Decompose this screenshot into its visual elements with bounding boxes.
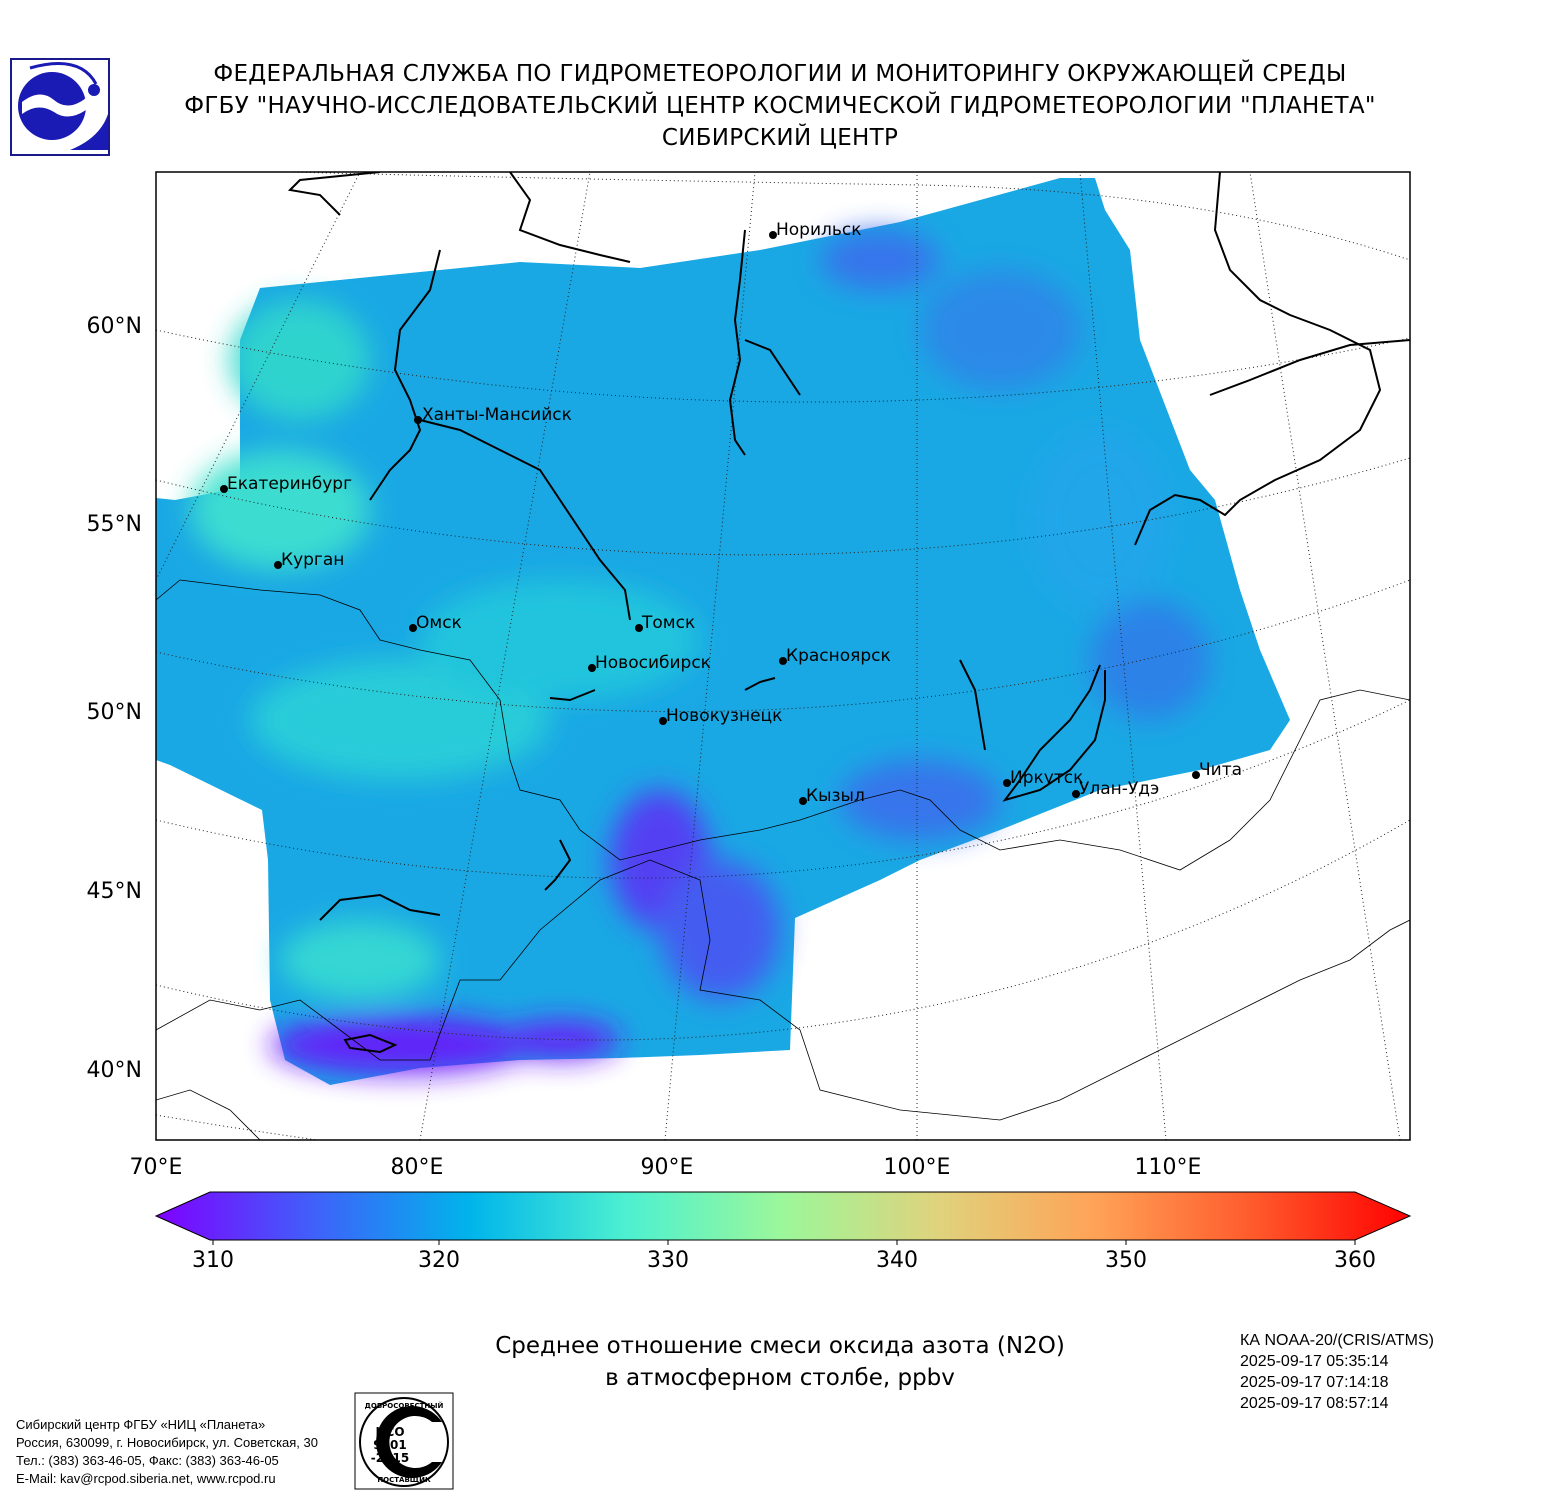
contact-line: E-Mail: kav@rcpod.siberia.net, www.rcpod…	[16, 1471, 276, 1486]
lon-label-100: 100°E	[884, 1155, 951, 1180]
colorbar-ticks: 310 320 330 340 350 360	[192, 1240, 1376, 1273]
iso-text-3: -2015	[371, 1451, 409, 1465]
city-label: Чита	[1199, 760, 1242, 780]
header-line-2: ФГБУ "НАУЧНО-ИССЛЕДОВАТЕЛЬСКИЙ ЦЕНТР КОС…	[184, 93, 1376, 119]
colorbar: 310 320 330 340 350 360	[154, 1191, 1412, 1273]
lat-label-55: 55°N	[87, 512, 142, 537]
city-novosibirsk: Новосибирск	[588, 653, 711, 673]
rivers	[287, 172, 1410, 1054]
field-variations	[190, 230, 1210, 1075]
city-omsk: Омск	[409, 613, 462, 633]
colorbar-tick-label: 310	[192, 1248, 234, 1273]
city-norilsk: Норильск	[769, 220, 862, 240]
satellite-time: 2025-09-17 08:57:14	[1240, 1395, 1389, 1412]
lon-label-90: 90°E	[641, 1155, 694, 1180]
colorbar-body	[154, 1191, 1412, 1241]
city-label: Новокузнецк	[666, 706, 782, 726]
contact-line: Тел.: (383) 363-46-05, Факс: (383) 363-4…	[16, 1453, 279, 1468]
map-frame	[155, 171, 1411, 1141]
city-label: Иркутск	[1010, 768, 1083, 788]
city-irkutsk: Иркутск	[1003, 768, 1083, 788]
satellite-time: 2025-09-17 07:14:18	[1240, 1374, 1389, 1391]
contact-line: Сибирский центр ФГБУ «НИЦ «Планета»	[16, 1417, 266, 1432]
lat-label-40: 40°N	[87, 1058, 142, 1083]
city-label: Красноярск	[786, 646, 891, 666]
city-kyzyl: Кызыл	[799, 786, 865, 806]
iso-badge: ДОБРОСОВЕСТНЫЙ ИСО 9001 -2015 ПОСТАВЩИК	[354, 1392, 454, 1490]
city-label: Томск	[641, 613, 695, 633]
lat-label-50: 50°N	[87, 700, 142, 725]
iso-top-text: ДОБРОСОВЕСТНЫЙ	[365, 1401, 444, 1410]
lat-label-45: 45°N	[87, 879, 142, 904]
city-yekaterinburg: Екатеринбург	[220, 474, 352, 494]
graticule	[156, 172, 1410, 1140]
lon-label-110: 110°E	[1135, 1155, 1202, 1180]
city-label: Курган	[281, 550, 344, 570]
header: ФЕДЕРАЛЬНАЯ СЛУЖБА ПО ГИДРОМЕТЕОРОЛОГИИ …	[140, 58, 1420, 154]
satellite-info: КА NOAA-20/(CRIS/ATMS) 2025-09-17 05:35:…	[1240, 1330, 1434, 1414]
city-label: Кызыл	[806, 786, 865, 806]
contacts: Сибирский центр ФГБУ «НИЦ «Планета» Росс…	[16, 1416, 318, 1488]
data-field	[156, 178, 1290, 1085]
contact-line: Россия, 630099, г. Новосибирск, ул. Сове…	[16, 1435, 318, 1450]
lat-label-60: 60°N	[87, 314, 142, 339]
caption-line-1: Среднее отношение смеси оксида азота (N2…	[495, 1333, 1065, 1359]
lon-label-70: 70°E	[130, 1155, 183, 1180]
planeta-logo	[10, 58, 110, 156]
borders	[156, 579, 1410, 1140]
cities: Норильск Ханты-Мансийск Екатеринбург Кур…	[220, 220, 1242, 806]
iso-bottom-text: ПОСТАВЩИК	[377, 1476, 431, 1484]
city-ulan-ude: Улан-Удэ	[1072, 779, 1159, 799]
colorbar-tick-label: 350	[1105, 1248, 1147, 1273]
colorbar-tick-label: 330	[647, 1248, 689, 1273]
colorbar-tick-label: 360	[1334, 1248, 1376, 1273]
city-kurgan: Курган	[274, 550, 344, 570]
city-novokuznetsk: Новокузнецк	[659, 706, 782, 726]
colorbar-tick-label: 340	[876, 1248, 918, 1273]
caption-line-2: в атмосферном столбе, ppbv	[605, 1365, 955, 1391]
iso-text-1: ИСО	[375, 1425, 404, 1439]
city-label: Ханты-Мансийск	[422, 405, 572, 425]
city-chita: Чита	[1192, 760, 1242, 780]
header-line-1: ФЕДЕРАЛЬНАЯ СЛУЖБА ПО ГИДРОМЕТЕОРОЛОГИИ …	[213, 61, 1347, 87]
city-label: Омск	[416, 613, 462, 633]
map-caption: Среднее отношение смеси оксида азота (N2…	[380, 1330, 1180, 1394]
city-label: Новосибирск	[595, 653, 711, 673]
header-line-3: СИБИРСКИЙ ЦЕНТР	[661, 125, 899, 151]
city-label: Норильск	[776, 220, 862, 240]
city-label: Улан-Удэ	[1079, 779, 1159, 799]
city-krasnoyarsk: Красноярск	[779, 646, 891, 666]
iso-text-2: 9001	[373, 1438, 406, 1452]
satellite-instrument: КА NOAA-20/(CRIS/ATMS)	[1240, 1332, 1434, 1349]
city-label: Екатеринбург	[227, 474, 352, 494]
city-tomsk: Томск	[635, 613, 695, 633]
lon-label-80: 80°E	[391, 1155, 444, 1180]
city-khanty-mansiysk: Ханты-Мансийск	[414, 405, 572, 425]
colorbar-tick-label: 320	[418, 1248, 460, 1273]
satellite-time: 2025-09-17 05:35:14	[1240, 1353, 1389, 1370]
